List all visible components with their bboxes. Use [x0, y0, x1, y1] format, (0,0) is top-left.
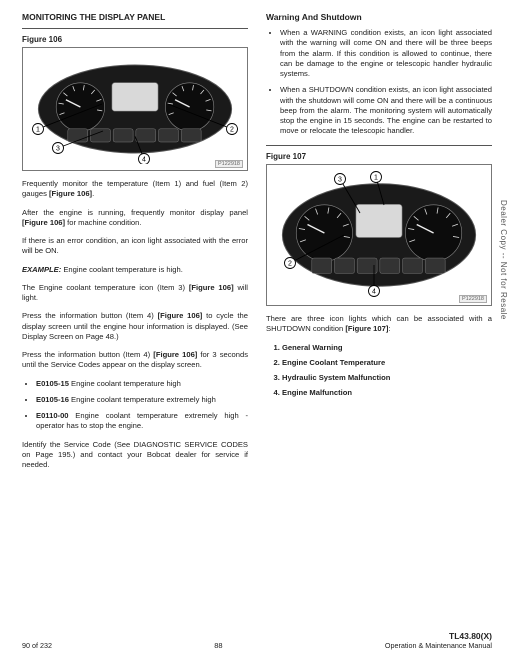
- para-l1: Frequently monitor the temperature (Item…: [22, 179, 248, 200]
- para-r1: There are three icon lights which can be…: [266, 314, 492, 335]
- list-item: Hydraulic System Malfunction: [282, 372, 492, 384]
- figure-106-box: 1 2 3 4 P122918: [22, 47, 248, 171]
- svg-text:3: 3: [56, 146, 60, 153]
- rule: [266, 145, 492, 146]
- list-item: General Warning: [282, 342, 492, 354]
- list-item: When a SHUTDOWN condition exists, an ico…: [280, 85, 492, 136]
- para-l3: If there is an error condition, an icon …: [22, 236, 248, 257]
- figure-106-tag: P122918: [215, 160, 243, 168]
- svg-text:3: 3: [338, 176, 342, 183]
- svg-text:4: 4: [142, 157, 146, 164]
- list-item: When a WARNING condition exists, an icon…: [280, 28, 492, 79]
- para-l7: Press the information button (Item 4) [F…: [22, 350, 248, 371]
- figure-106-label: Figure 106: [22, 35, 248, 44]
- svg-text:2: 2: [230, 127, 234, 134]
- para-l5: The Engine coolant temperature icon (Ite…: [22, 283, 248, 304]
- rule: [22, 28, 248, 29]
- section-title-left: MONITORING THE DISPLAY PANEL: [22, 12, 248, 22]
- svg-text:1: 1: [374, 174, 378, 181]
- footer-right: TL43.80(X) Operation & Maintenance Manua…: [385, 631, 492, 650]
- svg-text:1: 1: [36, 127, 40, 134]
- list-item: E0105-16 Engine coolant temperature extr…: [36, 395, 248, 405]
- list-item: E0105-15 Engine coolant temperature high: [36, 379, 248, 389]
- footer-page-number: 88: [52, 641, 385, 650]
- figure-107-label: Figure 107: [266, 152, 492, 161]
- para-l2: After the engine is running, frequently …: [22, 208, 248, 229]
- list-item: E0110-00 Engine coolant temperature extr…: [36, 411, 248, 432]
- right-column: Warning And Shutdown When a WARNING cond…: [266, 10, 492, 478]
- shutdown-list: General Warning Engine Coolant Temperatu…: [266, 342, 492, 400]
- para-l6: Press the information button (Item 4) [F…: [22, 311, 248, 342]
- warning-bullets: When a WARNING condition exists, an icon…: [266, 28, 492, 137]
- svg-text:2: 2: [288, 260, 292, 267]
- sidebar-text: Dealer Copy -- Not for Resale: [499, 200, 508, 320]
- error-code-list: E0105-15 Engine coolant temperature high…: [22, 379, 248, 432]
- section-title-right: Warning And Shutdown: [266, 12, 492, 22]
- para-l4: EXAMPLE: Engine coolant temperature is h…: [22, 265, 248, 275]
- figure-107-tag: P122918: [459, 295, 487, 303]
- figure-107-svg: 1 2 3 4: [274, 171, 484, 299]
- para-l8: Identify the Service Code (See DIAGNOSTI…: [22, 440, 248, 471]
- svg-text:4: 4: [372, 288, 376, 295]
- footer-left: 90 of 232: [22, 641, 52, 650]
- figure-106-svg: 1 2 3 4: [30, 54, 240, 164]
- page-footer: 90 of 232 88 TL43.80(X) Operation & Main…: [22, 631, 492, 650]
- figure-107-box: 1 2 3 4 P122918: [266, 164, 492, 306]
- list-item: Engine Malfunction: [282, 387, 492, 399]
- left-column: MONITORING THE DISPLAY PANEL Figure 106 …: [22, 10, 248, 478]
- list-item: Engine Coolant Temperature: [282, 357, 492, 369]
